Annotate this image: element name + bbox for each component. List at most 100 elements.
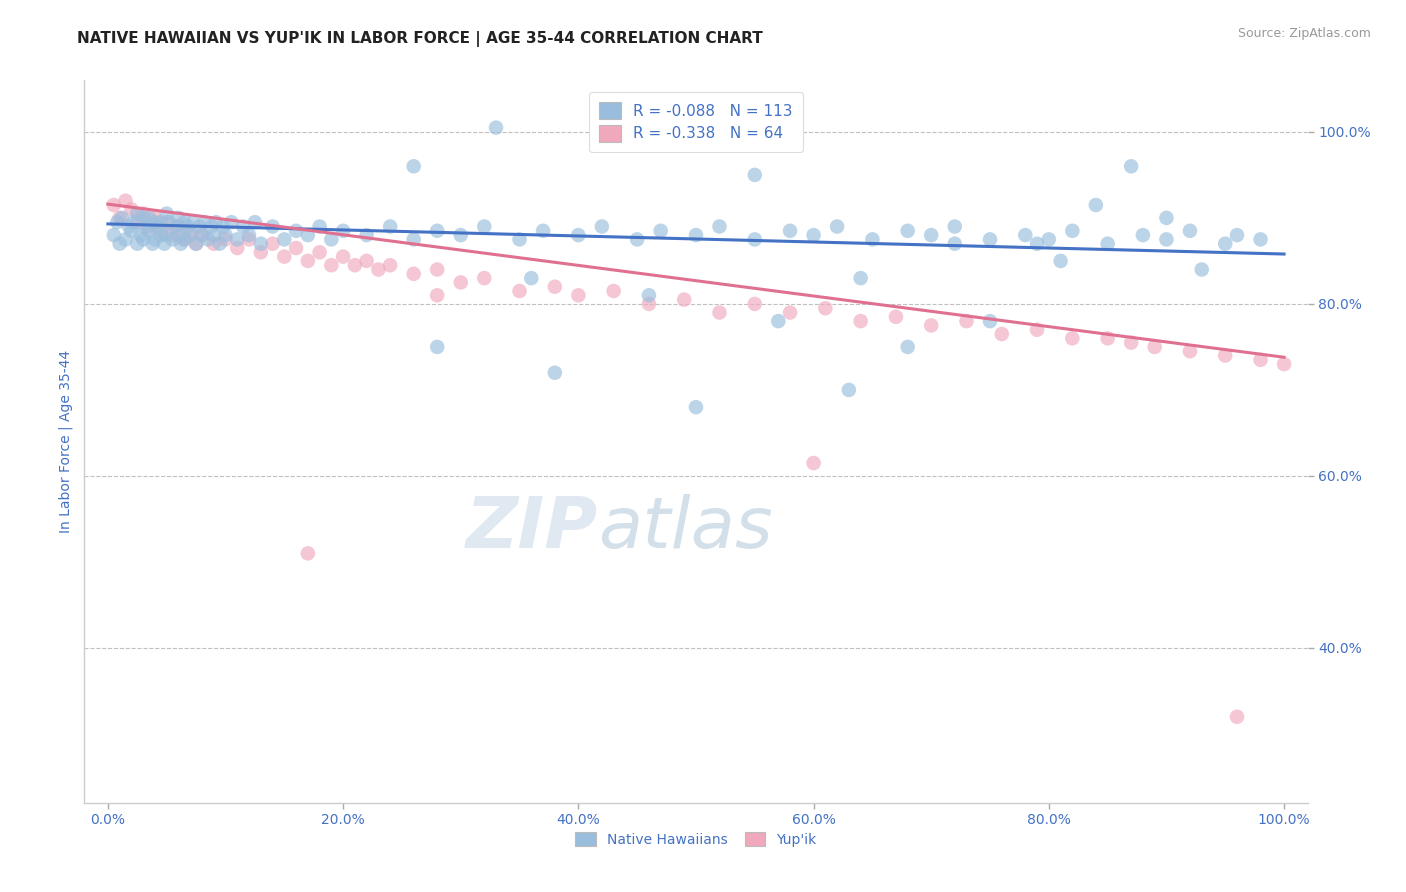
Point <box>803 228 825 243</box>
Point <box>179 228 201 243</box>
Point <box>262 219 284 234</box>
Point <box>238 232 260 246</box>
Point <box>1084 198 1107 212</box>
Point <box>426 340 449 354</box>
Point <box>943 236 966 251</box>
Point <box>860 232 883 246</box>
Point <box>520 271 543 285</box>
Point <box>120 224 142 238</box>
Point <box>132 206 155 220</box>
Point <box>308 219 330 234</box>
Point <box>143 215 166 229</box>
Point <box>177 219 200 234</box>
Point <box>111 211 134 225</box>
Point <box>367 262 389 277</box>
Point <box>1121 159 1143 173</box>
Point <box>332 250 354 264</box>
Point <box>105 215 128 229</box>
Point <box>173 232 195 246</box>
Point <box>1213 236 1236 251</box>
Point <box>162 228 184 243</box>
Point <box>129 228 152 243</box>
Point <box>485 120 508 135</box>
Point <box>193 215 215 229</box>
Point <box>509 232 531 246</box>
Point <box>226 232 249 246</box>
Point <box>184 236 207 251</box>
Point <box>179 224 201 238</box>
Point <box>544 279 567 293</box>
Point <box>232 219 254 234</box>
Point <box>1132 228 1154 243</box>
Point <box>173 232 195 246</box>
Point <box>197 232 219 246</box>
Point <box>1250 352 1272 367</box>
Point <box>214 232 236 246</box>
Point <box>380 258 402 272</box>
Point <box>768 314 790 328</box>
Point <box>127 215 149 229</box>
Point <box>285 241 308 255</box>
Point <box>226 241 249 255</box>
Point <box>1049 253 1071 268</box>
Point <box>1121 335 1143 350</box>
Point <box>544 366 567 380</box>
Point <box>356 228 378 243</box>
Point <box>191 228 214 243</box>
Point <box>118 219 141 234</box>
Point <box>162 232 184 246</box>
Point <box>153 236 176 251</box>
Point <box>143 211 166 225</box>
Point <box>744 168 766 182</box>
Point <box>897 224 920 238</box>
Point <box>1014 228 1036 243</box>
Point <box>165 219 187 234</box>
Point <box>356 253 378 268</box>
Point <box>1143 340 1166 354</box>
Point <box>920 318 942 333</box>
Point <box>825 219 848 234</box>
Point <box>1097 331 1119 345</box>
Point <box>114 232 136 246</box>
Point <box>167 211 190 225</box>
Point <box>426 288 449 302</box>
Text: atlas: atlas <box>598 494 773 563</box>
Point <box>450 276 472 290</box>
Point <box>202 236 225 251</box>
Point <box>673 293 696 307</box>
Point <box>238 228 260 243</box>
Point <box>297 228 319 243</box>
Point <box>779 305 801 319</box>
Point <box>285 224 308 238</box>
Point <box>1226 710 1249 724</box>
Point <box>321 258 343 272</box>
Point <box>103 198 125 212</box>
Point <box>332 224 354 238</box>
Point <box>149 228 172 243</box>
Point <box>626 232 648 246</box>
Point <box>709 219 731 234</box>
Point <box>297 253 319 268</box>
Point <box>1062 331 1084 345</box>
Point <box>1026 323 1049 337</box>
Point <box>273 250 295 264</box>
Point <box>1226 228 1249 243</box>
Point <box>426 262 449 277</box>
Point <box>602 284 624 298</box>
Point <box>1191 262 1213 277</box>
Point <box>402 267 425 281</box>
Point <box>343 258 366 272</box>
Text: NATIVE HAWAIIAN VS YUP'IK IN LABOR FORCE | AGE 35-44 CORRELATION CHART: NATIVE HAWAIIAN VS YUP'IK IN LABOR FORCE… <box>77 31 763 47</box>
Point <box>167 219 190 234</box>
Point <box>803 456 825 470</box>
Point <box>591 219 613 234</box>
Point <box>943 219 966 234</box>
Point <box>127 236 149 251</box>
Point <box>146 219 169 234</box>
Point <box>897 340 920 354</box>
Point <box>114 194 136 208</box>
Point <box>108 211 131 225</box>
Point <box>157 215 180 229</box>
Point <box>200 219 222 234</box>
Point <box>321 232 343 246</box>
